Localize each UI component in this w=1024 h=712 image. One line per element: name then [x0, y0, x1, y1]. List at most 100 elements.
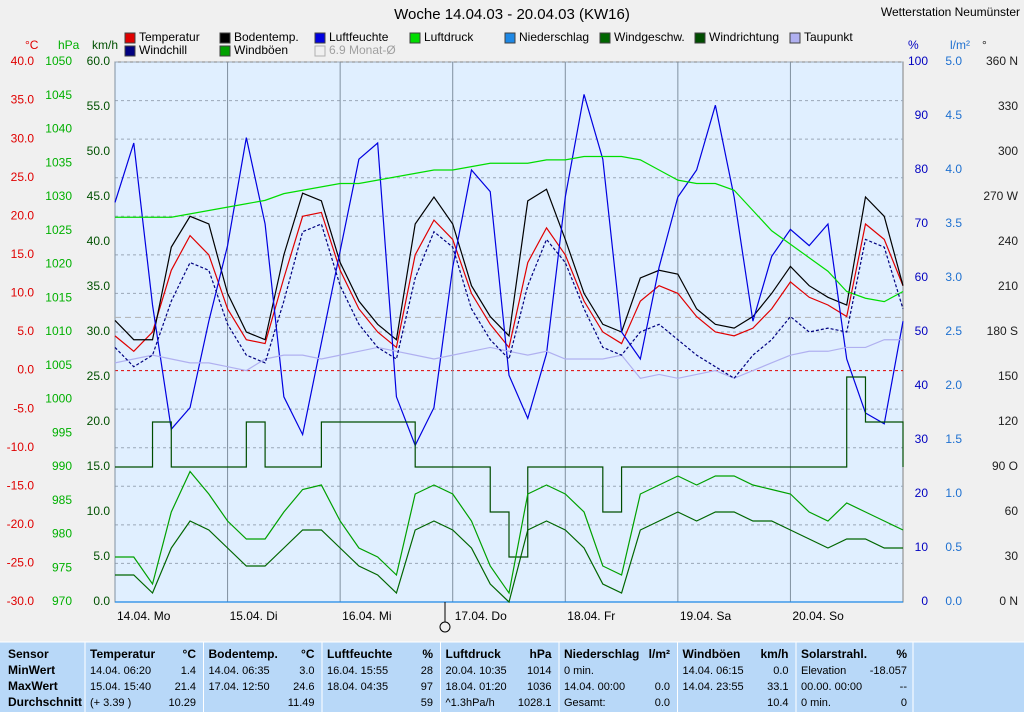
- legend-label: Temperatur: [139, 30, 200, 44]
- column-unit: %: [422, 647, 433, 661]
- tick-label: 30: [1005, 549, 1019, 563]
- tick-label: 10: [915, 540, 929, 554]
- column-unit: l/m²: [649, 647, 670, 661]
- tick-label: 35.0: [87, 279, 111, 293]
- tick-label: 40.0: [11, 54, 35, 68]
- cell-text: 18.04. 01:20: [446, 681, 507, 693]
- tick-label: 985: [52, 493, 72, 507]
- row-label: MinWert: [8, 663, 55, 677]
- x-tick-label: 16.04. Mi: [342, 609, 391, 623]
- tick-label: 40.0: [87, 234, 111, 248]
- legend-swatch: [219, 32, 231, 44]
- tick-label: 20.0: [87, 414, 111, 428]
- column-unit: hPa: [529, 647, 551, 661]
- column-unit: km/h: [760, 647, 788, 661]
- legend-swatch: [219, 45, 231, 57]
- legend-label: Windgeschw.: [614, 30, 685, 44]
- tick-label: 3.5: [945, 216, 962, 230]
- x-tick-label: 14.04. Mo: [117, 609, 171, 623]
- cell-value: 0: [901, 697, 907, 709]
- tick-label: -10.0: [7, 440, 35, 454]
- column-unit: °C: [183, 647, 197, 661]
- legend-swatch: [124, 32, 136, 44]
- tick-label: -15.0: [7, 478, 35, 492]
- tick-label: 2.5: [945, 324, 962, 338]
- tick-label: 30.0: [11, 131, 35, 145]
- tick-label: 50.0: [87, 144, 111, 158]
- tick-label: 3.0: [945, 270, 962, 284]
- tick-label: 40: [915, 378, 929, 392]
- cell-text: Gesamt:: [564, 697, 606, 709]
- x-tick-label: 18.04. Fr: [567, 609, 615, 623]
- cell-text: 18.04. 04:35: [327, 681, 388, 693]
- tick-label: 120: [998, 414, 1018, 428]
- tick-label: 45.0: [87, 189, 111, 203]
- axis-unit: °C: [25, 38, 39, 52]
- tick-label: 60: [915, 270, 929, 284]
- series-line: [115, 511, 903, 604]
- cell-text: 20.04. 10:35: [446, 665, 507, 677]
- cell-text: (+ 3.39 ): [90, 697, 131, 709]
- tick-label: 1020: [45, 257, 72, 271]
- tick-label: 15.0: [87, 459, 111, 473]
- cell-value: 33.1: [767, 681, 788, 693]
- tick-label: 0.0: [17, 363, 34, 377]
- tick-label: 25.0: [87, 369, 111, 383]
- legend-label: 6.9 Monat-Ø: [329, 43, 396, 57]
- tick-label: 0.0: [93, 594, 110, 608]
- cell-text: 00.00. 00:00: [801, 681, 862, 693]
- legend-swatch: [409, 32, 421, 44]
- tick-label: 1045: [45, 88, 72, 102]
- legend-swatch: [504, 32, 516, 44]
- series-line: [114, 94, 904, 447]
- series-line: [114, 211, 904, 353]
- x-tick-label: 15.04. Di: [230, 609, 278, 623]
- tick-label: 240: [998, 234, 1018, 248]
- tick-label: 0.0: [945, 594, 962, 608]
- tick-label: 20.0: [11, 208, 35, 222]
- tick-label: 330: [998, 99, 1018, 113]
- x-tick-label: 19.04. Sa: [680, 609, 732, 623]
- cell-value: 0.0: [655, 681, 670, 693]
- tick-label: -5.0: [13, 401, 34, 415]
- chart-title: Woche 14.04.03 - 20.04.03 (KW16): [394, 6, 630, 23]
- cell-value: -18.057: [870, 665, 907, 677]
- cell-text: 14.04. 23:55: [683, 681, 744, 693]
- cell-value: 59: [421, 697, 433, 709]
- tick-label: 270 W: [983, 189, 1018, 203]
- cell-text: 0 min.: [801, 697, 831, 709]
- series-line: [115, 155, 904, 303]
- tick-label: 1050: [45, 54, 72, 68]
- cell-value: 1036: [527, 681, 551, 693]
- tick-label: 35.0: [11, 93, 35, 107]
- cell-value: 1028.1: [518, 697, 552, 709]
- cell-value: 0.0: [773, 665, 788, 677]
- tick-label: 1040: [45, 122, 72, 136]
- cell-value: 24.6: [293, 681, 314, 693]
- tick-label: 1035: [45, 155, 72, 169]
- axis-unit: km/h: [92, 38, 118, 52]
- column-header: Niederschlag: [564, 647, 639, 661]
- x-tick-label: 17.04. Do: [455, 609, 507, 623]
- tick-label: 0.5: [945, 540, 962, 554]
- cell-text: 16.04. 15:55: [327, 665, 388, 677]
- tick-label: 5.0: [93, 549, 110, 563]
- legend-label: Taupunkt: [804, 30, 853, 44]
- column-unit: %: [896, 647, 907, 661]
- tick-label: 180 S: [987, 324, 1018, 338]
- tick-label: 4.0: [945, 162, 962, 176]
- tick-label: 360 N: [986, 54, 1018, 68]
- tick-label: 990: [52, 459, 72, 473]
- tick-label: -20.0: [7, 517, 35, 531]
- tick-label: 1.0: [945, 486, 962, 500]
- tick-label: 10.0: [87, 504, 111, 518]
- cell-text: 17.04. 12:50: [209, 681, 270, 693]
- tick-label: 4.5: [945, 108, 962, 122]
- x-tick-label: 20.04. So: [792, 609, 844, 623]
- column-header: Luftdruck: [446, 647, 502, 661]
- tick-label: 15.0: [11, 247, 35, 261]
- axis-unit: l/m²: [950, 38, 970, 52]
- series-line: [114, 188, 904, 341]
- row-label: Durchschnitt: [8, 695, 82, 709]
- tick-label: 1030: [45, 189, 72, 203]
